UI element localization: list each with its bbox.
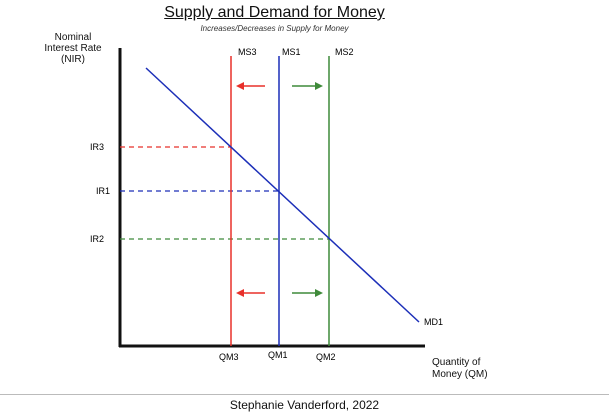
footer-divider xyxy=(0,394,609,395)
chart-subtitle: Increases/Decreases in Supply for Money xyxy=(200,24,349,33)
md1-label: MD1 xyxy=(424,317,443,327)
y-axis-label-line-3: (NIR) xyxy=(61,54,85,65)
credit-text: Stephanie Vanderford, 2022 xyxy=(229,398,380,412)
chart-title: Supply and Demand for Money xyxy=(164,4,385,21)
y-axis-label: Nominal Interest Rate (NIR) xyxy=(28,32,118,65)
ms2-label: MS2 xyxy=(335,47,354,57)
qm3-label: QM3 xyxy=(219,352,239,362)
ms1-label: MS1 xyxy=(282,47,301,57)
y-axis-label-line-2: Interest Rate xyxy=(44,43,102,54)
ir2-label: IR2 xyxy=(90,234,104,244)
qm1-label: QM1 xyxy=(268,350,288,360)
md1-curve xyxy=(145,67,420,323)
ir3-label: IR3 xyxy=(90,142,104,152)
ms3-label: MS3 xyxy=(238,47,257,57)
qm2-label: QM2 xyxy=(316,352,336,362)
ir1-label: IR1 xyxy=(96,186,110,196)
x-axis-label: Quantity of Money (QM) xyxy=(432,357,488,381)
x-axis-label-line-1: Quantity of xyxy=(432,357,481,368)
x-axis-label-line-2: Money (QM) xyxy=(432,369,488,380)
y-axis-label-line-1: Nominal xyxy=(54,32,92,43)
